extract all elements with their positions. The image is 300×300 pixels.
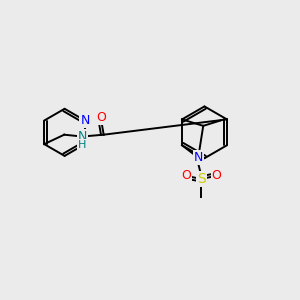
Text: O: O [212, 169, 221, 182]
Text: S: S [197, 172, 206, 186]
Text: N: N [194, 151, 203, 164]
Text: H: H [78, 140, 87, 150]
Text: O: O [181, 169, 191, 182]
Text: N: N [80, 114, 90, 127]
Text: N: N [78, 130, 87, 143]
Text: O: O [96, 111, 106, 124]
